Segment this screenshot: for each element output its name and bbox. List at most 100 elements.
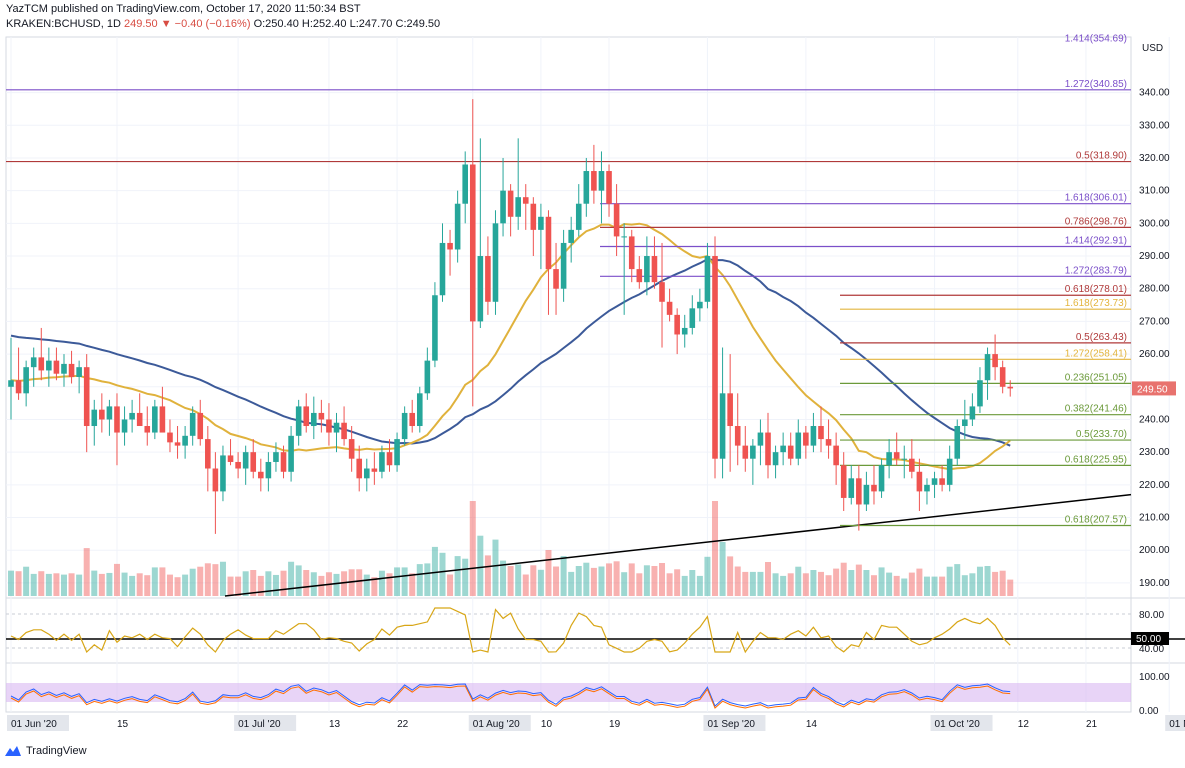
- volume-bar: [855, 564, 862, 596]
- volume-bar: [992, 571, 999, 596]
- volume-bar: [113, 563, 120, 596]
- time-tick-label: 01 Jun '20: [11, 719, 57, 730]
- candle-body: [727, 393, 733, 427]
- candle-body: [416, 393, 423, 427]
- candle-body: [984, 354, 991, 381]
- volume-bar: [212, 564, 219, 596]
- candle-body: [833, 445, 839, 466]
- volume-bar: [235, 576, 242, 596]
- volume-bar: [575, 566, 582, 596]
- candle-body: [553, 269, 559, 289]
- price-tick-label: 220.00: [1139, 480, 1170, 491]
- volume-bar: [689, 570, 696, 596]
- volume-bar: [908, 572, 915, 596]
- candle-body: [704, 256, 711, 302]
- candle-body: [280, 452, 287, 472]
- volume-bar: [348, 569, 355, 596]
- volume-bar: [500, 560, 507, 596]
- volume-bar: [303, 570, 310, 596]
- candle-body: [454, 203, 461, 250]
- candle-body: [598, 171, 605, 191]
- candle-body: [409, 412, 416, 427]
- candle-body: [924, 484, 930, 492]
- candle-body: [295, 406, 302, 436]
- volume-bar: [242, 571, 249, 596]
- candle-body: [23, 367, 29, 394]
- volume-bar: [674, 569, 681, 596]
- candle-body: [659, 282, 665, 302]
- volume-bar: [129, 575, 136, 596]
- volume-bar: [227, 576, 234, 596]
- candle-body: [818, 426, 824, 440]
- volume-bar: [537, 569, 544, 596]
- candle-body: [750, 445, 756, 459]
- fib-level-label: 0.618(225.95): [1065, 454, 1127, 465]
- price-tick-label: 200.00: [1139, 545, 1170, 556]
- volume-bar: [939, 576, 946, 596]
- candle-body: [68, 363, 75, 377]
- rsi-tick-label: 40.00: [1139, 644, 1164, 655]
- volume-bar: [394, 567, 401, 596]
- volume-bar: [583, 562, 590, 596]
- candle-body: [893, 452, 900, 459]
- candle-body: [568, 229, 574, 243]
- price-tick-label: 330.00: [1139, 120, 1170, 131]
- volume-bar: [363, 574, 370, 596]
- volume-bar: [333, 573, 340, 596]
- volume-bar: [999, 570, 1006, 596]
- volume-bar: [462, 558, 469, 596]
- price-tick-label: 290.00: [1139, 251, 1170, 262]
- price-tick-label: 240.00: [1139, 414, 1170, 425]
- current-price-tag: [1132, 381, 1176, 396]
- candle-body: [772, 452, 779, 466]
- rsi-mid-label: 50.00: [1136, 634, 1161, 645]
- candle-body: [810, 426, 817, 446]
- volume-bar: [121, 572, 128, 596]
- volume-bar: [863, 570, 870, 596]
- candle-body: [242, 452, 249, 469]
- volume-bar: [621, 572, 628, 596]
- time-tick-label: 15: [117, 719, 129, 730]
- price-tick-label: 190.00: [1139, 578, 1170, 589]
- candle-body: [258, 471, 264, 479]
- fib-level-label: 0.618(207.57): [1065, 514, 1127, 525]
- volume-bar: [91, 570, 98, 596]
- candle-body: [689, 308, 696, 328]
- volume-bar: [98, 573, 105, 596]
- fib-level-label: 0.786(298.76): [1065, 216, 1127, 227]
- volume-bar: [83, 548, 90, 596]
- candle-body: [121, 419, 128, 433]
- volume-bar: [477, 535, 484, 596]
- volume-bar: [757, 571, 764, 596]
- volume-bar: [954, 564, 961, 596]
- time-tick-label: 12: [1018, 719, 1030, 730]
- volume-bar: [946, 566, 953, 596]
- candle-body: [515, 197, 521, 217]
- volume-bar: [447, 574, 454, 596]
- price-change: −0.40 (−0.16%): [174, 18, 251, 30]
- volume-bar: [651, 566, 658, 596]
- price-tick-label: 340.00: [1139, 88, 1170, 99]
- candle-body: [848, 478, 855, 498]
- candle-body: [197, 412, 204, 440]
- volume-bar: [659, 563, 666, 596]
- candle-body: [167, 432, 173, 443]
- publisher-line: YazTCM published on TradingView.com, Oct…: [6, 3, 361, 15]
- volume-bar: [598, 566, 605, 596]
- fib-level-label: 0.618(278.01): [1065, 284, 1127, 295]
- candle-body: [651, 256, 658, 283]
- candle-body: [83, 367, 90, 427]
- volume-bar: [144, 575, 151, 596]
- volume-bar: [151, 567, 158, 596]
- candle-body: [38, 357, 45, 371]
- candle-body: [734, 426, 741, 446]
- price-tick-label: 280.00: [1139, 284, 1170, 295]
- volume-bar: [643, 565, 650, 596]
- time-tick-box: [1165, 715, 1185, 731]
- volume-bar: [265, 571, 272, 596]
- rsi-tick-label: 80.00: [1139, 610, 1164, 621]
- candle-body: [288, 435, 294, 472]
- candle-body: [477, 256, 484, 322]
- candle-body: [30, 357, 37, 368]
